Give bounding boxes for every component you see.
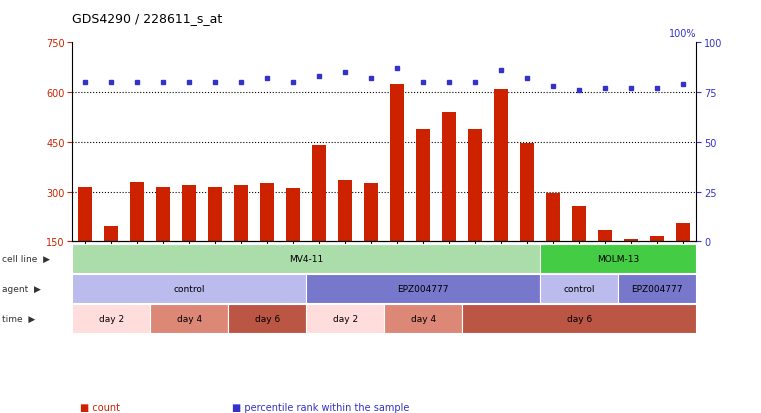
Text: MOLM-13: MOLM-13 — [597, 254, 639, 263]
Text: day 2: day 2 — [333, 314, 358, 323]
Text: day 4: day 4 — [411, 314, 436, 323]
Bar — [312, 146, 326, 291]
Bar — [209, 187, 222, 291]
Bar — [286, 189, 301, 291]
Text: day 4: day 4 — [177, 314, 202, 323]
Bar — [650, 237, 664, 291]
Bar — [260, 184, 275, 291]
Bar — [156, 187, 170, 291]
Bar — [416, 129, 431, 291]
Text: day 6: day 6 — [255, 314, 280, 323]
Text: agent  ▶: agent ▶ — [2, 284, 40, 293]
Text: MV4-11: MV4-11 — [289, 254, 323, 263]
Bar — [104, 227, 119, 291]
Text: EPZ004777: EPZ004777 — [632, 284, 683, 293]
Text: ■ count: ■ count — [80, 402, 120, 412]
Text: 100%: 100% — [669, 29, 696, 39]
Bar — [234, 185, 248, 291]
Text: EPZ004777: EPZ004777 — [397, 284, 449, 293]
Text: control: control — [564, 284, 595, 293]
Text: day 2: day 2 — [99, 314, 124, 323]
Text: time  ▶: time ▶ — [2, 314, 35, 323]
Bar — [468, 129, 482, 291]
Bar — [182, 185, 196, 291]
Text: ■ percentile rank within the sample: ■ percentile rank within the sample — [232, 402, 409, 412]
Bar — [598, 230, 613, 291]
Bar — [546, 194, 560, 291]
Bar — [572, 207, 587, 291]
Bar — [442, 113, 457, 291]
Bar — [78, 187, 92, 291]
Bar — [677, 223, 690, 291]
Bar — [130, 182, 145, 291]
Bar — [521, 144, 534, 291]
Text: control: control — [174, 284, 205, 293]
Bar — [390, 85, 404, 291]
Bar — [494, 90, 508, 291]
Text: day 6: day 6 — [567, 314, 592, 323]
Text: cell line  ▶: cell line ▶ — [2, 254, 49, 263]
Bar — [624, 239, 638, 291]
Text: GDS4290 / 228611_s_at: GDS4290 / 228611_s_at — [72, 12, 222, 25]
Bar — [365, 184, 378, 291]
Bar — [338, 180, 352, 291]
